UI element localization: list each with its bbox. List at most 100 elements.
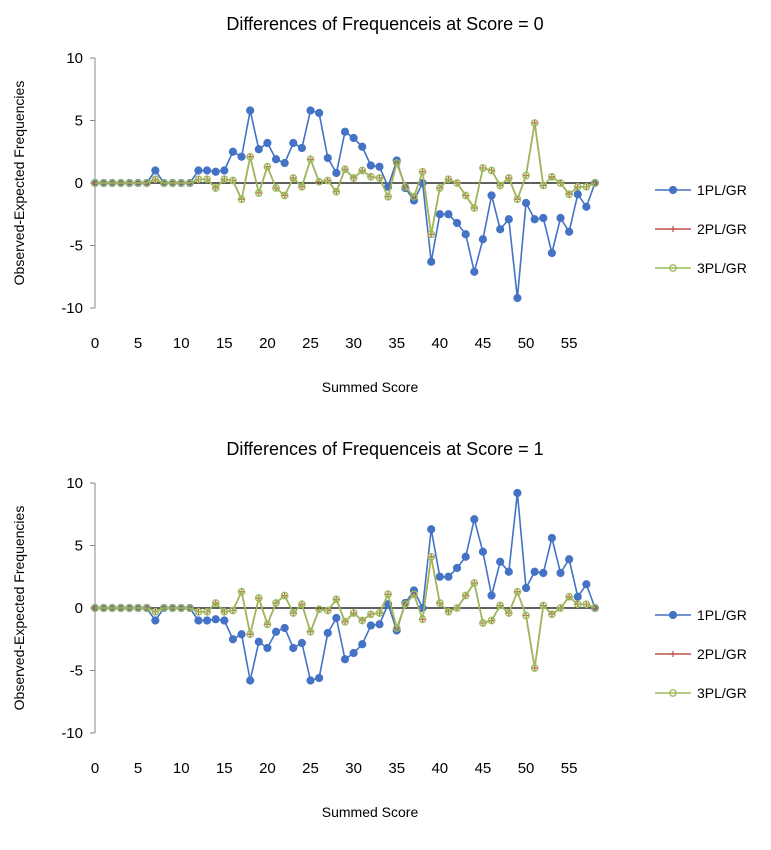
- data-point: [375, 620, 384, 629]
- data-point: [220, 616, 229, 625]
- legend-label: 2PL/GR: [697, 221, 747, 237]
- data-point: [280, 191, 289, 200]
- data-point: [375, 162, 384, 171]
- data-point: [539, 568, 548, 578]
- x-tick-label: 30: [345, 335, 362, 352]
- series-line: [95, 122, 596, 235]
- data-point: [539, 181, 548, 190]
- y-axis-label: Observed-Expected Frequencies: [11, 81, 27, 286]
- data-point: [341, 165, 349, 174]
- series-line: [95, 556, 596, 669]
- data-point: [521, 583, 531, 593]
- data-point: [410, 192, 418, 201]
- data-point: [522, 171, 530, 180]
- legend-marker: [670, 226, 676, 232]
- data-point: [125, 179, 134, 187]
- data-point: [263, 620, 272, 629]
- data-point: [220, 607, 229, 616]
- data-point: [332, 595, 341, 604]
- data-point: [177, 179, 186, 187]
- data-point: [194, 175, 203, 184]
- data-point: [461, 591, 470, 600]
- data-point: [185, 604, 194, 612]
- data-point: [565, 555, 574, 564]
- data-point: [254, 594, 263, 602]
- data-point: [211, 599, 220, 607]
- data-point: [91, 604, 99, 612]
- y-tick-label: -10: [61, 725, 83, 742]
- x-tick-label: 30: [345, 760, 362, 777]
- data-point: [556, 213, 565, 223]
- data-point: [410, 590, 418, 599]
- series-line: [95, 556, 596, 669]
- data-point: [573, 592, 582, 601]
- data-point: [289, 174, 298, 182]
- data-point: [117, 604, 125, 612]
- legend-marker: [669, 689, 677, 697]
- data-point: [254, 145, 263, 154]
- data-point: [358, 640, 367, 649]
- data-point: [246, 106, 255, 115]
- data-point: [496, 225, 505, 234]
- data-point: [435, 599, 444, 607]
- series-1pl-gr: [90, 488, 600, 685]
- data-point: [496, 181, 505, 190]
- data-point: [315, 108, 324, 118]
- legend-item: 1PL/GR: [655, 607, 747, 623]
- data-point: [91, 179, 99, 187]
- data-point: [521, 198, 531, 208]
- data-point: [461, 230, 470, 239]
- data-point: [375, 174, 384, 182]
- data-point: [237, 630, 246, 639]
- data-point: [349, 609, 358, 617]
- x-tick-label: 35: [388, 760, 405, 777]
- x-axis-label: Summed Score: [322, 804, 419, 820]
- data-point: [392, 624, 401, 632]
- data-point: [168, 179, 177, 187]
- data-point: [280, 158, 289, 168]
- data-point: [427, 525, 436, 534]
- legend-item: 2PL/GR: [655, 221, 747, 237]
- data-point: [194, 166, 203, 175]
- data-point: [573, 182, 582, 191]
- data-point: [134, 604, 142, 612]
- data-point: [211, 615, 220, 624]
- legend-item: 3PL/GR: [655, 685, 747, 701]
- data-point: [177, 604, 186, 612]
- data-point: [556, 179, 565, 187]
- data-point: [444, 175, 453, 184]
- data-point: [99, 179, 108, 187]
- series-2pl-gr: [92, 120, 598, 238]
- data-point: [323, 628, 332, 638]
- x-tick-label: 20: [259, 760, 276, 777]
- data-point: [315, 605, 323, 614]
- data-point: [392, 159, 401, 167]
- data-point: [504, 215, 513, 224]
- data-point: [384, 590, 392, 599]
- data-point: [228, 147, 238, 156]
- series-line: [95, 122, 596, 235]
- y-tick-label: 10: [66, 50, 83, 67]
- x-tick-label: 10: [173, 760, 190, 777]
- x-tick-label: 20: [259, 335, 276, 352]
- data-point: [479, 164, 487, 172]
- x-tick-label: 45: [475, 760, 492, 777]
- data-point: [470, 579, 479, 587]
- y-tick-label: 5: [75, 538, 83, 555]
- data-point: [272, 599, 280, 607]
- data-point: [263, 138, 272, 148]
- data-point: [539, 213, 548, 223]
- data-point: [435, 572, 444, 581]
- data-point: [332, 613, 341, 623]
- data-point: [548, 172, 556, 181]
- data-point: [246, 676, 255, 685]
- data-point: [306, 676, 315, 685]
- data-point: [556, 568, 565, 578]
- y-tick-label: 0: [75, 175, 83, 192]
- x-tick-label: 55: [561, 760, 578, 777]
- data-point: [496, 601, 505, 610]
- y-tick-label: -10: [61, 300, 83, 317]
- x-tick-label: 0: [91, 760, 99, 777]
- data-point: [522, 611, 530, 620]
- data-point: [375, 609, 384, 617]
